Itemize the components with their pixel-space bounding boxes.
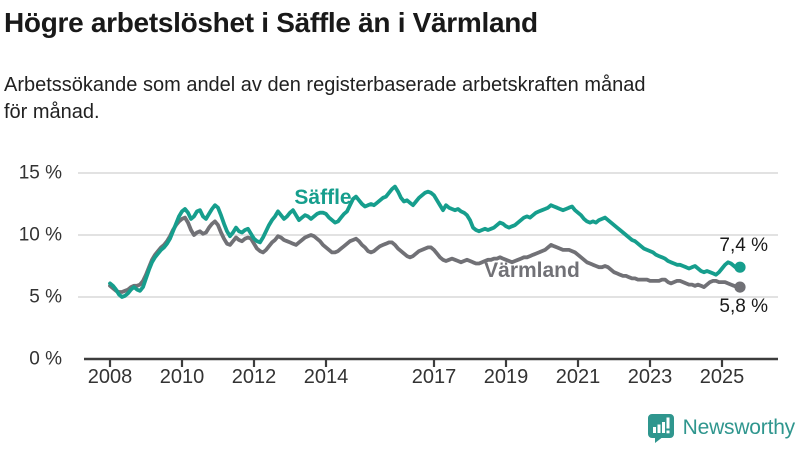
bar-chart-speech-bubble-icon bbox=[647, 414, 674, 443]
subtitle-line-1: Arbetssökande som andel av den registerb… bbox=[4, 74, 646, 96]
newsworthy-logo: Newsworthy bbox=[647, 413, 795, 443]
vrmland-line bbox=[108, 215, 742, 294]
sffle-line bbox=[108, 184, 742, 299]
x-tick-label-2017: 2017 bbox=[412, 366, 457, 388]
y-tick-label-15: 15 % bbox=[19, 163, 62, 184]
sffle-series-label: Säffle bbox=[294, 186, 351, 209]
logo-wordmark: Newsworthy bbox=[682, 416, 796, 439]
x-tick-label-2010: 2010 bbox=[160, 366, 205, 388]
vrmland-series-label: Värmland bbox=[484, 259, 580, 282]
chart-subtitle: Arbetssökande som andel av den registerb… bbox=[4, 72, 764, 126]
x-tick-label-2008: 2008 bbox=[88, 366, 133, 388]
subtitle-line-2: för månad. bbox=[4, 101, 100, 123]
y-tick-label-5: 5 % bbox=[29, 287, 62, 308]
y-tick-label-10: 10 % bbox=[19, 225, 62, 246]
x-tick-label-2025: 2025 bbox=[700, 366, 745, 388]
page-title: Högre arbetslöshet i Säffle än i Värmlan… bbox=[4, 7, 538, 38]
vrmland-end-value-label: 5,8 % bbox=[719, 296, 768, 317]
vrmland-end-dot bbox=[734, 281, 746, 293]
sffle-end-value-label: 7,4 % bbox=[719, 235, 768, 256]
x-tick-label-2021: 2021 bbox=[556, 366, 601, 388]
sffle-end-dot bbox=[734, 261, 746, 273]
x-tick-label-2019: 2019 bbox=[484, 366, 529, 388]
y-tick-label-0: 0 % bbox=[29, 349, 62, 370]
x-tick-label-2012: 2012 bbox=[232, 366, 277, 388]
x-tick-label-2023: 2023 bbox=[628, 366, 673, 388]
x-tick-label-2014: 2014 bbox=[304, 366, 349, 388]
